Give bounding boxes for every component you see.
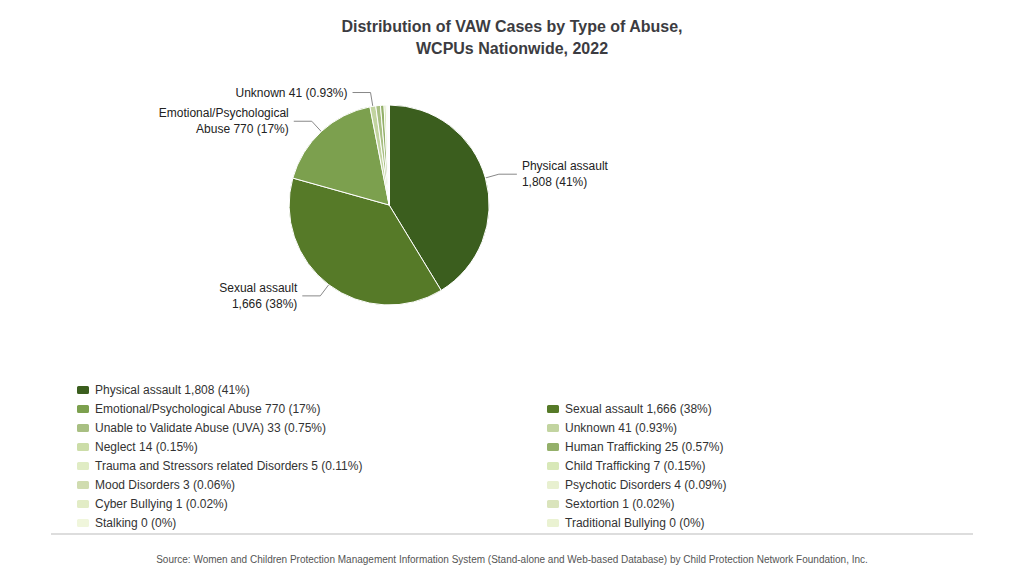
svg-text:Sexual assault 1,666 (38%): Sexual assault 1,666 (38%) [565,402,712,416]
svg-text:Human Trafficking 25 (0.57%): Human Trafficking 25 (0.57%) [565,440,724,454]
svg-text:Psychotic Disorders 4 (0.09%): Psychotic Disorders 4 (0.09%) [565,478,726,492]
svg-text:Cyber Bullying 1 (0.02%): Cyber Bullying 1 (0.02%) [95,497,228,511]
svg-text:Emotional/Psychological Abuse: Emotional/Psychological Abuse 770 (17%) [95,402,320,416]
svg-text:Trauma and Stressors related D: Trauma and Stressors related Disorders 5… [95,459,362,473]
svg-text:Mood Disorders 3 (0.06%): Mood Disorders 3 (0.06%) [95,478,235,492]
svg-text:Unknown 41 (0.93%): Unknown 41 (0.93%) [565,421,677,435]
svg-text:1,666 (38%): 1,666 (38%) [232,297,297,311]
svg-text:Emotional/Psychological: Emotional/Psychological [159,106,289,120]
svg-text:Unknown 41 (0.93%): Unknown 41 (0.93%) [235,86,347,100]
svg-text:Sexual assault: Sexual assault [219,281,298,295]
svg-text:WCPUs Nationwide, 2022: WCPUs Nationwide, 2022 [416,40,608,57]
svg-text:Stalking 0 (0%): Stalking 0 (0%) [95,516,176,530]
svg-text:Neglect 14 (0.15%): Neglect 14 (0.15%) [95,440,198,454]
svg-text:Unable to Validate Abuse (UVA): Unable to Validate Abuse (UVA) 33 (0.75%… [95,421,326,435]
svg-text:Abuse 770 (17%): Abuse 770 (17%) [196,122,289,136]
svg-text:Physical assault 1,808 (41%): Physical assault 1,808 (41%) [95,383,250,397]
svg-text:Distribution of VAW Cases by T: Distribution of VAW Cases by Type of Abu… [341,18,682,35]
svg-text:Source: Women and Children Pro: Source: Women and Children Protection Ma… [156,554,868,565]
svg-text:Child Trafficking 7 (0.15%): Child Trafficking 7 (0.15%) [565,459,706,473]
svg-text:1,808 (41%): 1,808 (41%) [522,175,587,189]
svg-text:Traditional Bullying 0 (0%): Traditional Bullying 0 (0%) [565,516,705,530]
svg-text:Physical assault: Physical assault [522,159,609,173]
svg-text:Sextortion 1 (0.02%): Sextortion 1 (0.02%) [565,497,674,511]
